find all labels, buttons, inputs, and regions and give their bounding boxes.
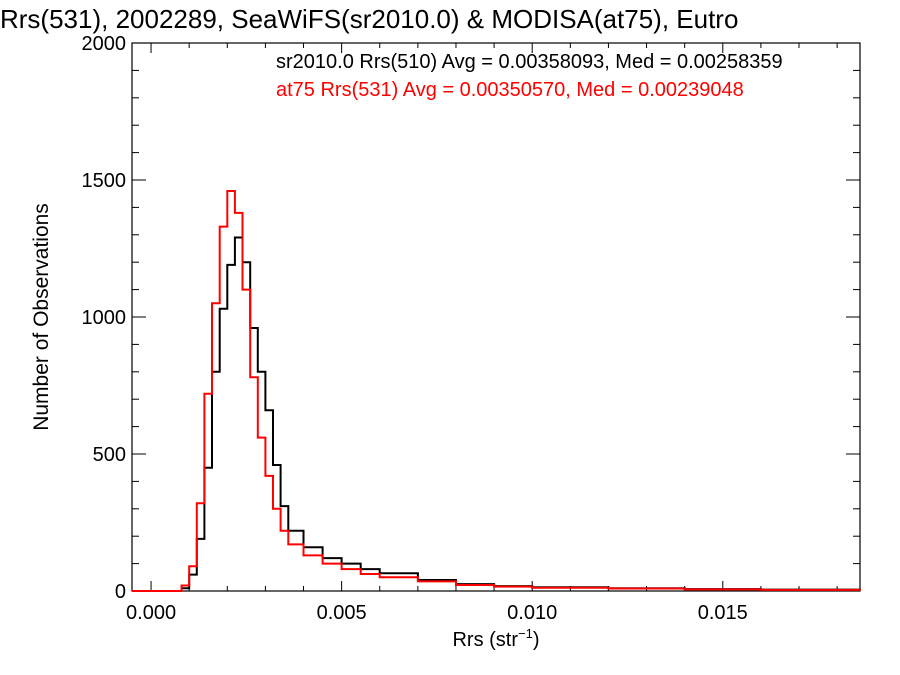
x-axis: 0.000 0.005 0.010 0.015 <box>126 43 838 624</box>
y-axis: 0 500 1000 1500 2000 <box>82 33 860 603</box>
plot-frame <box>131 42 861 592</box>
series-line-sr2010 <box>132 236 861 592</box>
y-tick-label: 1500 <box>82 170 127 192</box>
y-tick-label: 2000 <box>82 33 127 55</box>
legend-entry-at75: at75 Rrs(531) Avg = 0.00350570, Med = 0.… <box>276 79 744 101</box>
y-tick-label: 0 <box>115 581 126 603</box>
y-tick-label: 500 <box>93 444 126 466</box>
x-tick-label: 0.010 <box>507 602 557 624</box>
legend-entry-sr2010: sr2010.0 Rrs(510) Avg = 0.00358093, Med … <box>276 51 783 73</box>
y-axis-label: Number of Observations <box>30 203 53 431</box>
chart-title: Rrs(531), 2002289, SeaWiFS(sr2010.0) & M… <box>0 4 738 34</box>
x-tick-label: 0.015 <box>698 602 748 624</box>
y-tick-label: 1000 <box>82 307 127 329</box>
x-axis-label: Rrs (str−1) <box>452 626 539 651</box>
series-layer <box>132 190 861 592</box>
x-tick-label: 0.005 <box>317 602 367 624</box>
series-line-at75 <box>132 190 861 592</box>
x-tick-label: 0.000 <box>126 602 176 624</box>
